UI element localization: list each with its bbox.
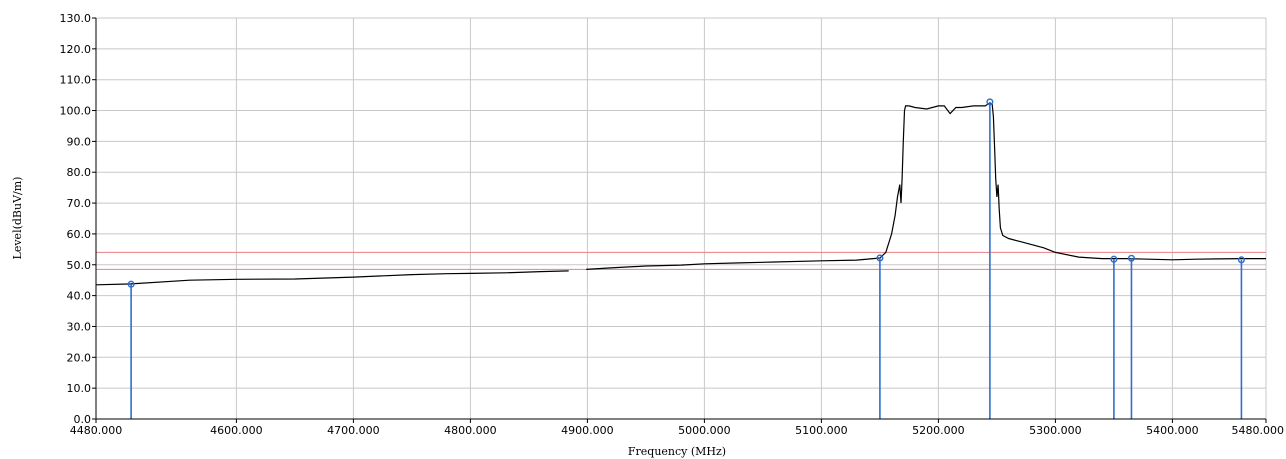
y-tick-label: 130.0 bbox=[60, 12, 92, 25]
x-tick-label: 5300.000 bbox=[1029, 424, 1082, 437]
y-tick-label: 60.0 bbox=[67, 228, 92, 241]
grid-layer bbox=[95, 17, 1267, 420]
x-tick-label: 4900.000 bbox=[561, 424, 614, 437]
y-tick-label: 70.0 bbox=[67, 197, 92, 210]
y-tick-label: 110.0 bbox=[60, 74, 92, 87]
marker-layer bbox=[127, 98, 1245, 419]
marker-point bbox=[127, 280, 135, 288]
x-tick-label: 4800.000 bbox=[444, 424, 497, 437]
plot-area bbox=[96, 18, 1266, 419]
marker-point bbox=[876, 254, 884, 262]
spectrum-trace bbox=[95, 270, 569, 286]
marker-point bbox=[1127, 254, 1135, 262]
x-tick-label: 5100.000 bbox=[795, 424, 848, 437]
y-axis-title: Level(dBuV/m) bbox=[11, 177, 24, 260]
x-tick-label: 4700.000 bbox=[327, 424, 380, 437]
y-tick-label: 90.0 bbox=[67, 135, 92, 148]
axis-layer: 0.0 10.0 20.0 30.0 40.0 50.0 60.0 70.0 80.0 90.0 1… bbox=[60, 12, 1285, 437]
marker-point bbox=[1110, 255, 1118, 263]
y-tick-label: 40.0 bbox=[67, 290, 92, 303]
x-axis-title: Frequency (MHz) bbox=[628, 445, 726, 458]
x-tick-label: 5200.000 bbox=[912, 424, 965, 437]
x-tick-label: 4600.000 bbox=[210, 424, 263, 437]
limit-lines bbox=[96, 251, 1266, 270]
x-tick-label: 4480.000 bbox=[70, 424, 123, 437]
y-tick-label: 50.0 bbox=[67, 259, 92, 272]
x-tick-label: 5480.000 bbox=[1232, 424, 1285, 437]
y-tick-label: 20.0 bbox=[67, 351, 92, 364]
x-tick-label: 5400.000 bbox=[1146, 424, 1199, 437]
y-tick-label: 100.0 bbox=[60, 105, 92, 118]
y-tick-label: 80.0 bbox=[67, 166, 92, 179]
marker-point bbox=[986, 98, 994, 106]
y-tick-label: 0.0 bbox=[74, 413, 92, 426]
marker-point bbox=[1237, 256, 1245, 264]
y-tick-label: 120.0 bbox=[60, 43, 92, 56]
y-tick-label: 30.0 bbox=[67, 320, 92, 333]
y-tick-label: 10.0 bbox=[67, 382, 92, 395]
x-tick-label: 5000.000 bbox=[678, 424, 731, 437]
